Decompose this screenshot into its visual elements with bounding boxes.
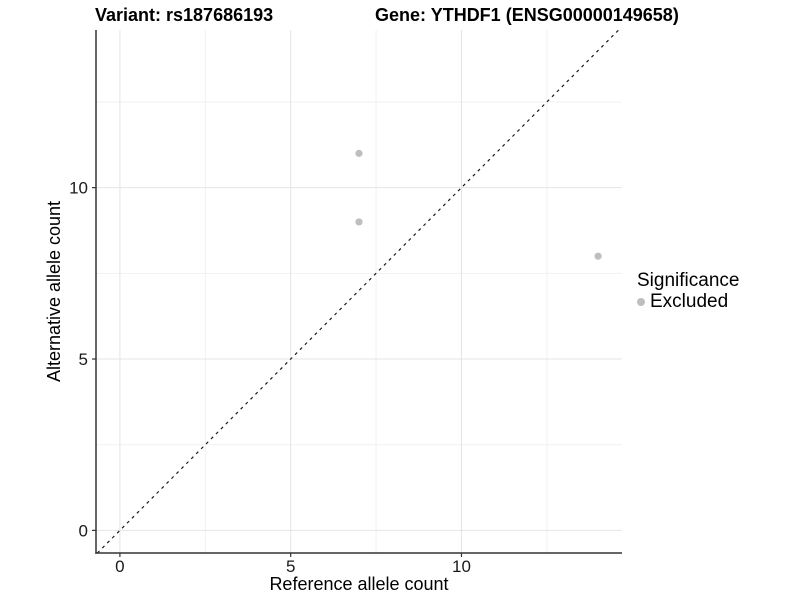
x-tick-label: 0 bbox=[115, 557, 124, 576]
data-point bbox=[355, 218, 363, 226]
y-tick-label: 0 bbox=[79, 521, 88, 540]
plot-title-gene: Gene: YTHDF1 (ENSG00000149658) bbox=[375, 5, 679, 25]
y-tick-label: 10 bbox=[69, 179, 88, 198]
y-axis-title: Alternative allele count bbox=[44, 201, 64, 382]
legend-item-excluded: Excluded bbox=[637, 292, 739, 312]
identity-line bbox=[96, 29, 620, 554]
legend: Significance Excluded bbox=[637, 271, 739, 312]
legend-point-icon bbox=[637, 298, 645, 306]
x-tick-label: 10 bbox=[452, 557, 471, 576]
data-point bbox=[355, 149, 363, 157]
data-point bbox=[594, 252, 602, 260]
x-axis-title: Reference allele count bbox=[269, 574, 448, 594]
x-tick-label: 5 bbox=[286, 557, 295, 576]
y-tick-label: 5 bbox=[79, 350, 88, 369]
plot-title-variant: Variant: rs187686193 bbox=[95, 5, 274, 25]
legend-item-label: Excluded bbox=[650, 291, 729, 312]
legend-title: Significance bbox=[637, 270, 740, 291]
